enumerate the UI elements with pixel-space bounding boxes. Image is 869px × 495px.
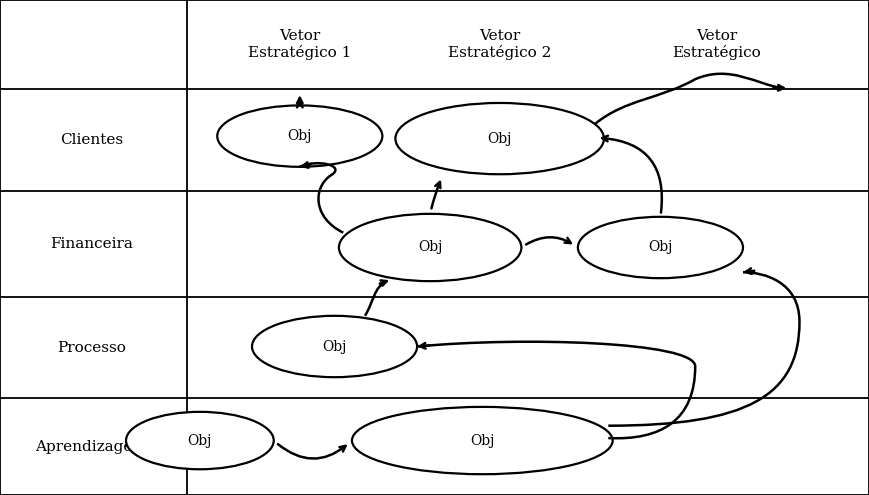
Ellipse shape [578,217,743,278]
Text: Vetor
Estratégico 2: Vetor Estratégico 2 [448,29,551,60]
Ellipse shape [252,316,417,377]
Text: Obj: Obj [488,132,512,146]
Text: Obj: Obj [288,129,312,143]
Ellipse shape [217,105,382,167]
Text: Processo: Processo [56,341,126,355]
Ellipse shape [126,412,274,469]
Text: Vetor
Estratégico 1: Vetor Estratégico 1 [249,29,351,60]
Ellipse shape [395,103,604,174]
Text: Obj: Obj [470,434,494,447]
Text: Obj: Obj [648,241,673,254]
Ellipse shape [339,214,521,281]
Text: Obj: Obj [322,340,347,353]
Text: Vetor
Estratégico: Vetor Estratégico [673,29,761,60]
Ellipse shape [352,407,613,474]
Text: Clientes: Clientes [60,133,123,147]
Text: Obj: Obj [188,434,212,447]
Text: Financeira: Financeira [50,237,133,251]
Text: Aprendizagem: Aprendizagem [36,440,147,454]
Text: Obj: Obj [418,241,442,254]
